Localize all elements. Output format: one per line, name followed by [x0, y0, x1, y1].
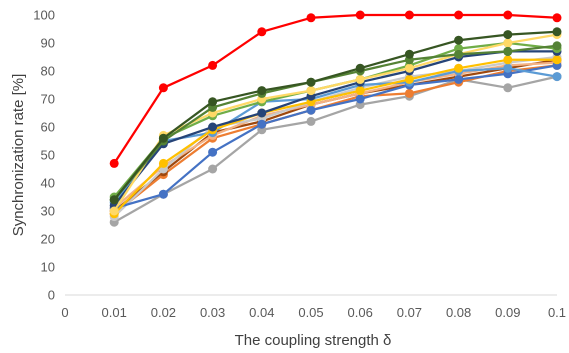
x-tick-label: 0.01: [102, 305, 127, 320]
data-point: [158, 158, 168, 168]
series-13: [109, 10, 562, 168]
series-line: [113, 30, 558, 201]
data-point: [552, 41, 562, 51]
y-axis-title: Synchronization rate [%]: [10, 74, 27, 237]
series-line: [113, 75, 558, 224]
data-point: [355, 86, 365, 96]
data-point: [454, 10, 464, 20]
data-point: [208, 60, 218, 70]
data-point: [306, 77, 316, 87]
data-point: [503, 46, 513, 56]
x-tick-label: 0.06: [348, 305, 373, 320]
data-point: [454, 63, 464, 73]
data-point: [208, 122, 218, 132]
series-line: [113, 55, 558, 218]
data-point: [306, 105, 316, 115]
series-line: [113, 44, 558, 201]
data-point: [503, 10, 513, 20]
y-tick-label: 0: [48, 288, 55, 303]
data-point: [109, 158, 119, 168]
data-point: [355, 10, 365, 20]
data-point: [257, 86, 267, 96]
data-point: [404, 63, 414, 73]
series-line: [113, 58, 558, 212]
data-point: [208, 164, 218, 174]
data-point: [503, 55, 513, 65]
series-line: [113, 64, 558, 210]
y-tick-label: 20: [41, 232, 55, 247]
data-point: [158, 189, 168, 199]
data-point: [208, 147, 218, 157]
data-point: [306, 116, 316, 126]
y-tick-label: 10: [41, 260, 55, 275]
series-2: [109, 55, 562, 216]
data-point: [552, 27, 562, 37]
x-tick-label: 0.03: [200, 305, 225, 320]
axes: 0 10 20 30 40 50 60 70 80 90 100 0 0.01 0.02 0.03 0.04 0…: [33, 8, 566, 321]
x-tick-label: 0.09: [495, 305, 520, 320]
data-point: [404, 74, 414, 84]
y-tick-label: 90: [41, 36, 55, 51]
data-point: [306, 86, 316, 96]
y-tick-label: 50: [41, 148, 55, 163]
data-point: [454, 35, 464, 45]
series-line: [113, 58, 557, 215]
y-tick-label: 30: [41, 204, 55, 219]
data-point: [552, 13, 562, 23]
data-point: [404, 88, 414, 98]
series-5: [109, 60, 562, 213]
data-point: [109, 195, 119, 205]
data-point: [257, 108, 267, 118]
data-point: [503, 83, 513, 93]
data-point: [355, 94, 365, 104]
data-point: [257, 119, 267, 129]
data-point: [109, 206, 119, 216]
data-point: [503, 38, 513, 48]
data-point: [355, 63, 365, 73]
y-tick-label: 70: [41, 92, 55, 107]
x-tick-label: 0.05: [298, 305, 323, 320]
series-line: [113, 50, 557, 207]
data-point: [158, 133, 168, 143]
series-7: [109, 55, 562, 219]
series-line: [113, 64, 558, 215]
x-tick-label: 0: [61, 305, 68, 320]
x-tick-label: 0.02: [151, 305, 176, 320]
data-point: [552, 72, 562, 82]
data-point: [158, 83, 168, 93]
data-point: [404, 10, 414, 20]
y-tick-label: 40: [41, 176, 55, 191]
y-tick-label: 80: [41, 64, 55, 79]
y-tick-label: 100: [33, 8, 55, 23]
x-tick-label: 0.1: [548, 305, 566, 320]
series-line: [113, 67, 558, 204]
data-point: [454, 74, 464, 84]
data-point: [208, 97, 218, 107]
x-tick-label: 0.04: [249, 305, 274, 320]
x-tick-label: 0.08: [446, 305, 471, 320]
x-axis-title: The coupling strength δ: [235, 332, 392, 349]
data-point: [552, 55, 562, 65]
data-point: [503, 63, 513, 73]
series-group: [109, 10, 562, 227]
data-point: [306, 13, 316, 23]
data-point: [454, 49, 464, 59]
data-point: [257, 27, 267, 37]
series-4: [109, 52, 562, 222]
data-point: [404, 49, 414, 59]
data-point: [503, 30, 513, 40]
x-tick-label: 0.07: [397, 305, 422, 320]
y-tick-label: 60: [41, 120, 55, 135]
series-12: [109, 27, 562, 205]
series-line: [113, 13, 558, 165]
data-point: [355, 74, 365, 84]
